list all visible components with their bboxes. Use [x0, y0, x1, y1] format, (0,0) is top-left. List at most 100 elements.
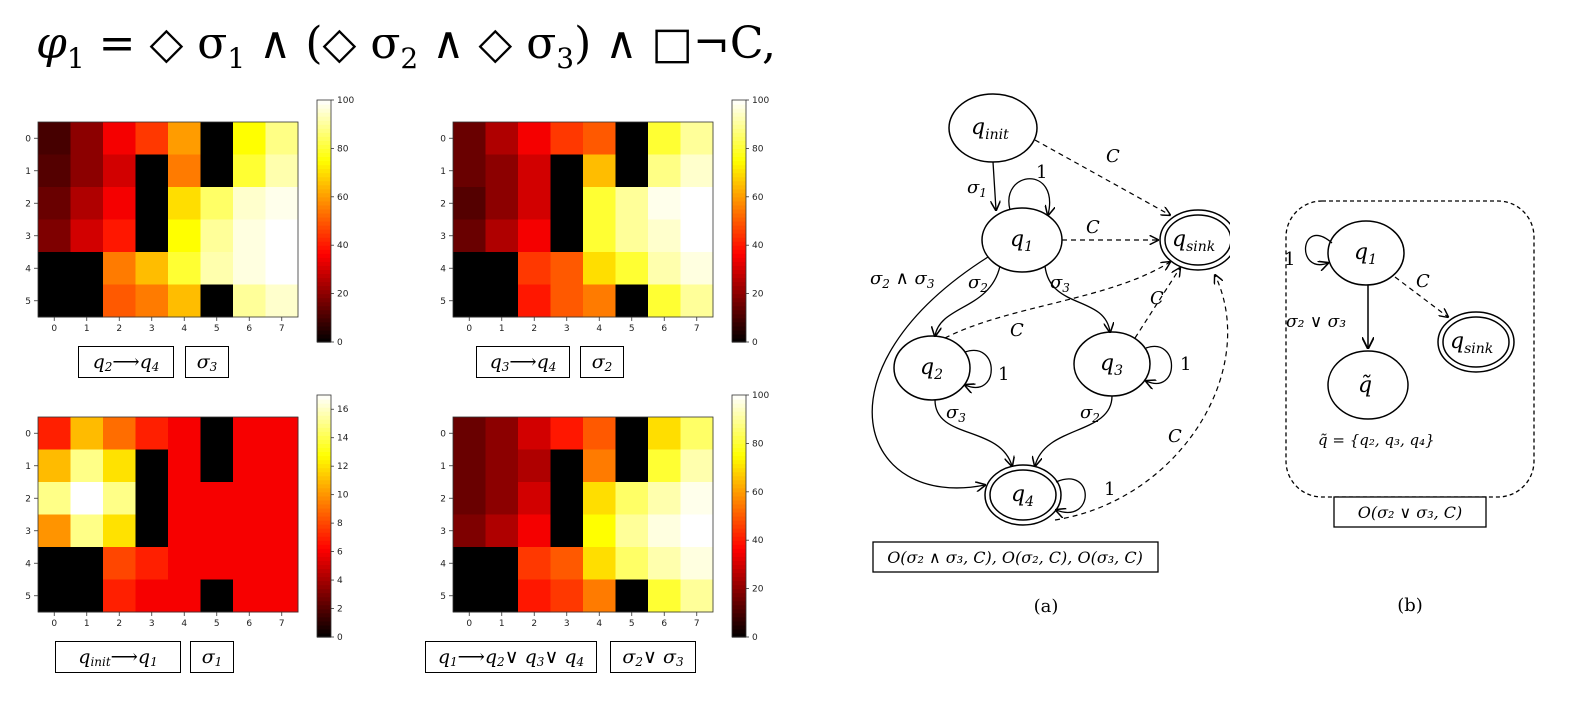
- heatmap-cell: [233, 449, 266, 483]
- x-tick-label: 5: [629, 619, 635, 629]
- heatmap-cell: [38, 219, 71, 253]
- heatmap-cell: [135, 122, 169, 155]
- x-tick-label: 6: [661, 324, 667, 334]
- heatmap-cell: [168, 482, 201, 515]
- heatmap-cell: [453, 579, 486, 613]
- heatmap-cell: [200, 547, 234, 580]
- y-tick-label: 2: [440, 199, 446, 209]
- heatmap-cell: [168, 154, 201, 188]
- heatmap-cell: [615, 252, 649, 285]
- heatmap-cell: [265, 482, 299, 515]
- heatmap-cell: [265, 122, 299, 155]
- heatmap-cell: [200, 482, 234, 515]
- heatmap-cell: [453, 284, 486, 318]
- heatmap-cell: [233, 547, 266, 580]
- svg-text:qinit: qinit: [971, 115, 1009, 143]
- svg-text:C: C: [1106, 146, 1120, 167]
- y-tick-label: 0: [440, 429, 446, 439]
- heatmap-cell: [135, 187, 169, 220]
- heatmap-cell: [38, 449, 71, 483]
- heatmap-cell: [680, 122, 714, 155]
- x-tick-label: 7: [279, 324, 285, 334]
- heatmap-cell: [583, 187, 616, 220]
- heatmap-cell: [103, 547, 136, 580]
- heatmap-cell: [265, 252, 299, 285]
- y-tick-label: 3: [25, 232, 31, 242]
- heatmap-cell: [265, 284, 299, 318]
- heatmap-cell: [135, 252, 169, 285]
- edge-q4-loop: [1056, 478, 1086, 512]
- heatmap-cell: [648, 252, 681, 285]
- heatmap-cell: [453, 252, 486, 285]
- heatmap-cell: [265, 449, 299, 483]
- heatmap-cell: [615, 547, 649, 580]
- svg-text:C: C: [1086, 217, 1100, 238]
- state-q2: q2: [893, 335, 971, 401]
- state-q3: q3: [1073, 331, 1151, 397]
- heatmap-cell: [680, 579, 714, 613]
- edge-q3-qsink: [1134, 268, 1180, 339]
- svg-text:qsink: qsink: [1172, 227, 1215, 255]
- heatmap-cell: [38, 284, 71, 318]
- heatmap-cell: [453, 417, 486, 450]
- heatmap-cell: [70, 482, 104, 515]
- heatmap-cell: [615, 482, 649, 515]
- heatmap-cell: [135, 417, 169, 450]
- heatmap-cell: [550, 482, 584, 515]
- x-tick-label: 2: [116, 619, 122, 629]
- heatmap-cell: [103, 154, 136, 188]
- x-tick-label: 1: [499, 324, 505, 334]
- svg-text:q1: q1: [1354, 240, 1377, 268]
- heatmap-cell: [680, 154, 714, 188]
- heatmap-cell: [583, 417, 616, 450]
- heatmap-cell: [648, 417, 681, 450]
- heatmap-cell: [200, 514, 234, 548]
- heatmap-cell: [38, 252, 71, 285]
- y-tick-label: 1: [25, 462, 31, 472]
- heatmap-cell: [70, 219, 104, 253]
- heatmap-cell: [453, 122, 486, 155]
- heatmap-cell: [168, 514, 201, 548]
- heatmap-cell: [70, 449, 104, 483]
- heatmap-cell: [680, 187, 714, 220]
- heatmap-cell: [680, 219, 714, 253]
- heatmap-cell: [38, 122, 71, 155]
- heatmap-cell: [70, 122, 104, 155]
- heatmap-cell: [200, 122, 234, 155]
- heatmap-cell: [103, 417, 136, 450]
- heatmap-cell: [518, 579, 551, 613]
- svg-text:C: C: [1150, 288, 1164, 309]
- heatmap-cell: [648, 579, 681, 613]
- y-tick-label: 5: [25, 592, 31, 602]
- svg-text:σ₂ ∨ σ₃: σ₂ ∨ σ₃: [1286, 312, 1346, 332]
- heatmap-cell: [103, 514, 136, 548]
- x-tick-label: 5: [629, 324, 635, 334]
- edge-q1-q4: [871, 256, 989, 488]
- heatmap-cell: [680, 547, 714, 580]
- colorbar-tick-label: 8: [337, 519, 343, 529]
- svg-text:C: C: [1010, 320, 1024, 341]
- colorbar-tick-label: 6: [337, 548, 343, 558]
- x-tick-label: 0: [51, 324, 57, 334]
- svg-text:1: 1: [998, 364, 1009, 385]
- svg-text:1: 1: [1104, 479, 1115, 500]
- y-tick-label: 5: [25, 297, 31, 307]
- heatmap-cell: [200, 449, 234, 483]
- heatmap-cell: [265, 417, 299, 450]
- heatmap-q3-q4: 0 1 2 3 4 5 6 7 0 1 2 3 4 5 0 20 40 60 80 100: [440, 96, 769, 348]
- heatmap-cell: [200, 284, 234, 318]
- svg-text:σ2 ∧ σ3: σ2 ∧ σ3: [870, 268, 935, 291]
- heatmap-cell: [70, 252, 104, 285]
- x-tick-label: 2: [531, 619, 537, 629]
- state-q-init: qinit: [948, 93, 1038, 163]
- heatmap-cell: [233, 417, 266, 450]
- x-tick-label: 5: [214, 324, 220, 334]
- heatmap-cell: [550, 514, 584, 548]
- heatmap-cell: [485, 252, 519, 285]
- heatmap-cell: [168, 449, 201, 483]
- x-tick-label: 1: [84, 619, 90, 629]
- caption-a: (a): [1034, 596, 1059, 617]
